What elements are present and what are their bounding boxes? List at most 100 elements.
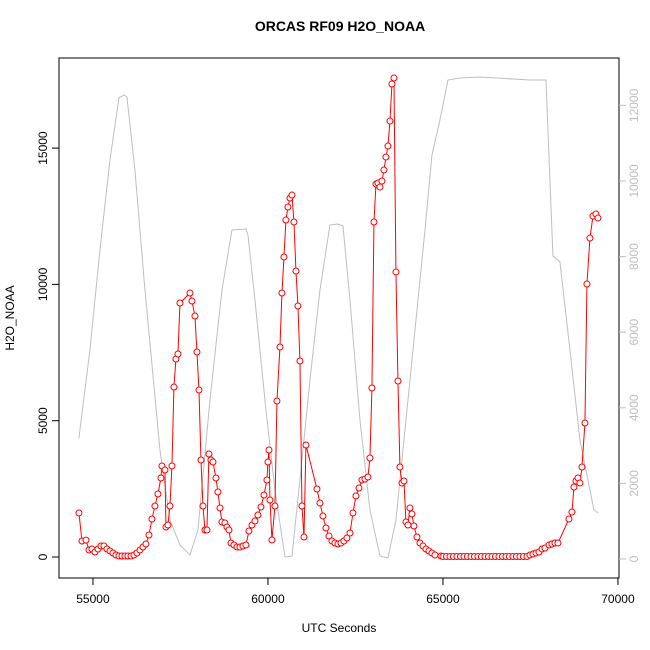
data-point	[388, 80, 396, 88]
data-point	[570, 483, 578, 491]
data-point	[313, 485, 321, 493]
data-point	[292, 267, 300, 275]
data-point	[294, 302, 302, 310]
data-point	[343, 534, 351, 542]
data-point	[82, 536, 90, 544]
data-point	[581, 419, 589, 427]
data-point	[265, 446, 273, 454]
data-point	[197, 456, 205, 464]
y2-tick-label: 0	[627, 555, 641, 562]
data-point	[349, 509, 357, 517]
y-tick-label: 0	[36, 553, 50, 560]
data-point	[271, 502, 279, 510]
data-point	[193, 348, 201, 356]
data-point	[161, 466, 169, 474]
data-point	[257, 503, 265, 511]
data-point	[298, 502, 306, 510]
data-point	[396, 463, 404, 471]
data-point	[578, 463, 586, 471]
data-point	[170, 383, 178, 391]
data-point	[205, 450, 213, 458]
data-point	[583, 280, 591, 288]
data-point	[142, 540, 150, 548]
data-point	[322, 524, 330, 532]
data-point	[203, 526, 211, 534]
data-point	[273, 397, 281, 405]
data-point	[400, 477, 408, 485]
data-point	[366, 454, 374, 462]
y2-tick-label: 8000	[627, 243, 641, 270]
data-point	[404, 521, 412, 529]
y-tick-label: 15000	[36, 131, 50, 165]
data-point	[216, 504, 224, 512]
y2-tick-label: 2000	[627, 470, 641, 497]
data-point	[278, 289, 286, 297]
data-point	[214, 488, 222, 496]
data-point	[576, 479, 584, 487]
data-point	[266, 496, 274, 504]
data-point	[408, 510, 416, 518]
data-point	[151, 502, 159, 510]
data-point	[284, 203, 292, 211]
data-point	[319, 512, 327, 520]
data-point	[594, 214, 602, 222]
x-tick-label: 55000	[76, 592, 110, 606]
data-point	[288, 191, 296, 199]
y2-tick-label: 10000	[627, 164, 641, 198]
data-point	[394, 377, 402, 385]
data-point	[260, 491, 268, 499]
x-axis-label: UTC Seconds	[302, 621, 377, 635]
data-point	[264, 458, 272, 466]
data-point	[191, 312, 199, 320]
data-point	[325, 532, 333, 540]
data-point	[355, 484, 363, 492]
data-point	[565, 515, 573, 523]
data-point	[251, 517, 259, 525]
y-tick-label: 5000	[36, 407, 50, 434]
data-point	[188, 297, 196, 305]
data-point	[352, 492, 360, 500]
data-point	[392, 268, 400, 276]
data-point	[186, 289, 194, 297]
y2-tick-label: 12000	[627, 88, 641, 122]
data-point	[195, 386, 203, 394]
data-point	[378, 177, 386, 185]
data-point	[431, 551, 439, 559]
data-point	[346, 529, 354, 537]
data-point	[296, 357, 304, 365]
x-tick-label: 70000	[601, 592, 635, 606]
data-point	[280, 253, 288, 261]
data-point	[316, 499, 324, 507]
data-point	[370, 218, 378, 226]
data-point	[384, 142, 392, 150]
data-point	[376, 183, 384, 191]
data-point	[276, 343, 284, 351]
data-point	[268, 536, 276, 544]
data-point	[302, 441, 310, 449]
data-point	[148, 515, 156, 523]
data-point	[554, 539, 562, 547]
y-tick-label: 10000	[36, 267, 50, 301]
data-point	[145, 531, 153, 539]
data-point	[282, 216, 290, 224]
y2-tick-label: 4000	[627, 394, 641, 421]
data-point	[212, 474, 220, 482]
x-tick-label: 65000	[426, 592, 460, 606]
data-point	[406, 504, 414, 512]
data-point	[413, 533, 421, 541]
data-point	[364, 473, 372, 481]
data-point	[568, 508, 576, 516]
data-point	[199, 502, 207, 510]
data-point	[75, 509, 83, 517]
data-point	[390, 74, 398, 82]
data-point	[386, 117, 394, 125]
plot-frame	[58, 57, 620, 579]
data-point	[300, 533, 308, 541]
x-tick-label: 60000	[251, 592, 285, 606]
data-point	[380, 166, 388, 174]
data-point	[254, 511, 262, 519]
data-point	[225, 526, 233, 534]
series-line	[78, 76, 599, 559]
data-point	[245, 527, 253, 535]
data-point	[166, 502, 174, 510]
